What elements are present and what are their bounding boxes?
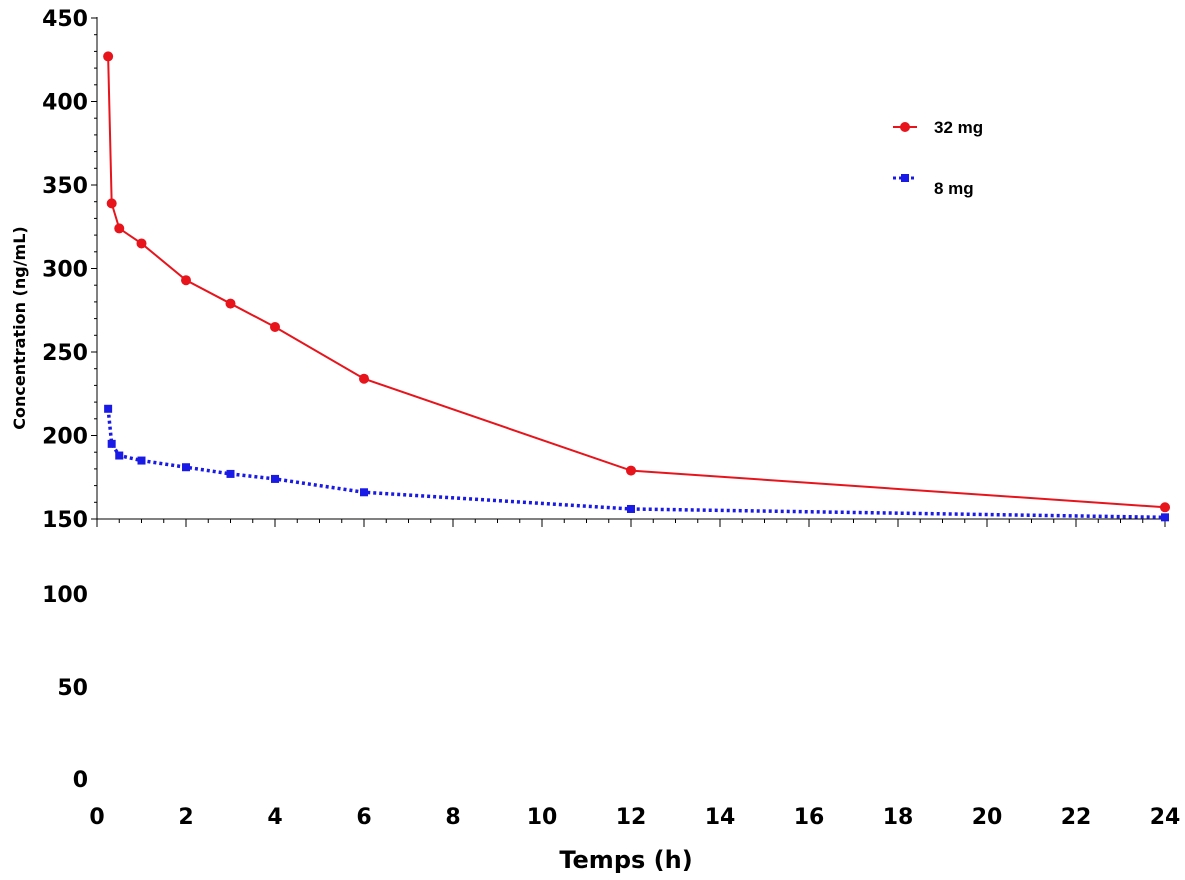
- y-tick-label-lower: 50: [57, 676, 88, 701]
- data-point-8mg: [271, 474, 279, 483]
- data-point-8mg: [182, 463, 190, 472]
- legend-item-32mg: 32 mg: [893, 118, 983, 137]
- data-point-32mg: [181, 275, 191, 286]
- x-tick-label: 8: [445, 805, 460, 830]
- y-tick-label: 150: [42, 508, 88, 533]
- y-tick-label: 300: [42, 258, 88, 283]
- y-tick-label: 200: [42, 425, 88, 450]
- series-layer: [103, 51, 1170, 522]
- x-tick-label: 10: [527, 805, 558, 830]
- x-tick-label: 20: [972, 805, 1003, 830]
- legend-marker-8mg: [901, 174, 909, 182]
- legend: 32 mg 8 mg: [893, 118, 983, 198]
- y-tick-label: 450: [42, 7, 88, 32]
- x-tick-label: 18: [883, 805, 914, 830]
- y-tick-label-lower: 100: [42, 583, 88, 608]
- x-tick-label: 14: [705, 805, 736, 830]
- y-axis-title: Concentration (ng/mL): [10, 226, 29, 429]
- x-axis-group: 0 2 4 6 8 10 12 14 16 18 20 22 24: [89, 518, 1180, 830]
- x-tick-label: 2: [178, 805, 193, 830]
- x-tick-label: 24: [1150, 805, 1181, 830]
- data-point-8mg: [115, 451, 124, 460]
- x-axis-title: Temps (h): [559, 846, 692, 874]
- data-point-8mg: [107, 439, 116, 448]
- x-tick-label: 16: [794, 805, 825, 830]
- data-point-32mg: [270, 321, 280, 332]
- data-point-8mg: [104, 404, 113, 413]
- series-line-32mg: [107, 56, 1166, 509]
- data-point-32mg: [359, 373, 369, 384]
- y-tick-label-lower: 0: [73, 768, 88, 793]
- x-ticks: 0 2 4 6 8 10 12 14 16 18 20 22 24: [89, 519, 1180, 830]
- x-tick-label: 22: [1061, 805, 1092, 830]
- data-point-32mg: [225, 298, 236, 309]
- data-point-32mg: [136, 238, 147, 249]
- data-point-32mg: [103, 51, 114, 62]
- y-tick-label: 400: [42, 91, 88, 116]
- legend-label-8mg: 8 mg: [934, 179, 974, 198]
- legend-item-8mg: 8 mg: [893, 174, 974, 198]
- y-tick-label: 350: [42, 174, 88, 199]
- x-tick-label: 12: [616, 805, 647, 830]
- data-point-32mg: [106, 198, 117, 209]
- legend-label-32mg: 32 mg: [934, 118, 983, 137]
- series-line-8mg: [106, 408, 1166, 520]
- data-point-8mg: [137, 456, 146, 465]
- x-tick-label: 6: [356, 805, 371, 830]
- data-point-8mg: [226, 469, 235, 478]
- x-tick-label: 4: [267, 805, 282, 830]
- data-point-8mg: [627, 504, 635, 513]
- x-tick-label: 0: [89, 805, 104, 830]
- data-point-8mg: [1161, 513, 1169, 522]
- y-ticks: 150 200 250 300 350 400 450 0 50 100: [42, 7, 97, 793]
- data-point-32mg: [114, 223, 125, 234]
- data-point-32mg: [1160, 502, 1170, 513]
- data-point-32mg: [626, 465, 636, 476]
- data-point-8mg: [360, 488, 368, 497]
- legend-marker-32mg: [900, 122, 910, 132]
- y-axis-group: 150 200 250 300 350 400 450 0 50 100: [42, 7, 98, 793]
- y-tick-label: 250: [42, 341, 88, 366]
